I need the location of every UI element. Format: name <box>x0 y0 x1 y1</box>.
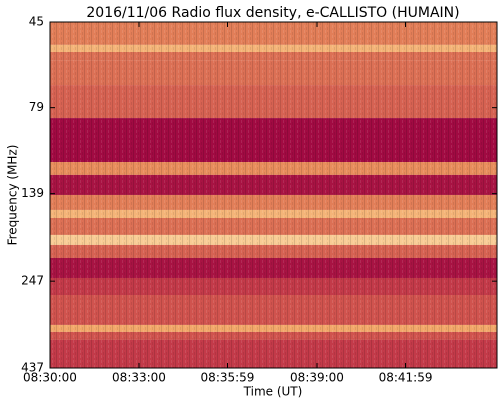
x-axis-label: Time (UT) <box>243 385 303 399</box>
x-tick-label: 08:35:59 <box>201 371 255 385</box>
texture <box>50 22 497 368</box>
y-tick-label: 45 <box>29 15 44 29</box>
y-tick-label: 247 <box>21 274 44 288</box>
y-tick-label: 79 <box>29 100 44 114</box>
x-tick-label: 08:33:00 <box>112 371 166 385</box>
y-axis-label: Frequency (MHz) <box>6 145 20 246</box>
y-tick-label: 139 <box>21 186 44 200</box>
x-tick-label: 08:41:59 <box>379 371 433 385</box>
x-tick-label: 08:39:00 <box>290 371 344 385</box>
y-tick-label: 437 <box>21 361 44 375</box>
x-tick-label: 08:30:00 <box>23 371 77 385</box>
plot-frame <box>49 21 498 369</box>
chart-title: 2016/11/06 Radio flux density, e-CALLIST… <box>86 5 459 21</box>
